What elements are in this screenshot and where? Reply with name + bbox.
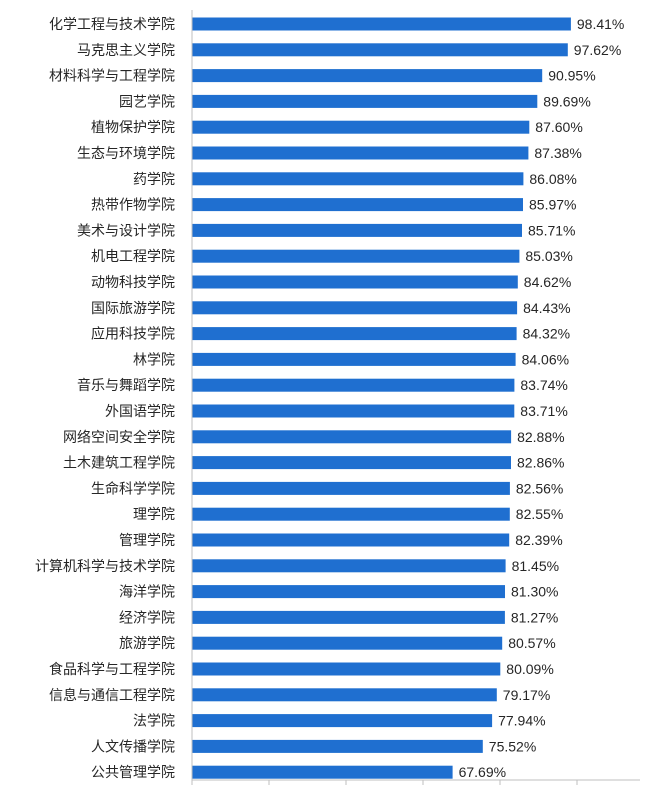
value-label: 85.97% [529,197,576,213]
bar [192,688,497,702]
bar [192,43,568,57]
value-label: 82.39% [515,532,562,548]
category-label: 机电工程学院 [91,249,175,265]
value-label: 86.08% [529,171,576,187]
value-label: 84.62% [524,274,571,290]
category-label: 旅游学院 [119,636,175,652]
bar [192,507,510,521]
bar [192,17,571,31]
bar [192,69,543,83]
value-label: 80.09% [506,661,553,677]
bar [192,481,510,495]
category-labels: 化学工程与技术学院马克思主义学院材料科学与工程学院园艺学院植物保护学院生态与环境… [35,17,175,781]
category-label: 美术与设计学院 [77,223,175,239]
bar [192,559,506,573]
bar [192,430,512,444]
value-label: 85.71% [528,222,575,238]
category-label: 植物保护学院 [91,120,175,136]
bar [192,198,523,212]
category-label: 音乐与舞蹈学院 [77,377,175,394]
category-label: 海洋学院 [119,585,175,601]
bar [192,610,505,624]
category-label: 园艺学院 [119,94,175,110]
bar [192,456,511,470]
category-label: 动物科技学院 [91,275,175,291]
value-label: 77.94% [498,713,545,729]
value-label: 83.74% [520,377,567,393]
bar [192,636,503,650]
bar [192,533,510,547]
value-label: 82.88% [517,429,564,445]
category-label: 公共管理学院 [91,765,175,781]
value-label: 87.60% [535,119,582,135]
category-label: 药学院 [133,172,175,188]
category-label: 生命科学学院 [91,480,175,497]
bar [192,120,530,134]
bar [192,765,453,779]
category-label: 林学院 [133,352,175,368]
value-label: 82.86% [517,455,564,471]
bar [192,662,501,676]
bar [192,714,493,728]
value-label: 75.52% [489,738,536,754]
category-label: 信息与通信工程学院 [49,687,175,704]
category-label: 网络空间安全学院 [63,429,175,446]
category-label: 应用科技学院 [91,326,175,343]
bar [192,172,524,186]
bar [192,249,520,263]
bar [192,404,515,418]
value-label: 82.55% [516,506,563,522]
bar [192,94,538,108]
category-label: 管理学院 [119,533,175,549]
value-label: 79.17% [503,687,550,703]
value-label: 85.03% [525,248,572,264]
value-label: 81.27% [511,609,558,625]
value-label: 82.56% [516,480,563,496]
bar [192,739,483,753]
value-label: 84.06% [522,351,569,367]
value-label: 98.41% [577,16,624,32]
bar [192,223,522,237]
bar [192,327,517,341]
category-label: 法学院 [133,714,175,730]
value-label: 81.30% [511,584,558,600]
value-label: 81.45% [512,558,559,574]
bar [192,146,529,160]
category-label: 食品科学与工程学院 [49,661,175,678]
category-label: 理学院 [133,507,175,523]
value-label: 97.62% [574,42,621,58]
value-label: 83.71% [520,403,567,419]
value-label: 89.69% [543,93,590,109]
bar [192,275,518,289]
x-axis [191,10,640,785]
category-label: 外国语学院 [105,404,175,420]
category-label: 国际旅游学院 [91,301,175,317]
value-label: 90.95% [548,68,595,84]
category-label: 计算机科学与技术学院 [35,559,175,575]
bars-group [192,17,571,779]
value-label: 84.43% [523,300,570,316]
value-label: 87.38% [534,145,581,161]
bar [192,352,516,366]
value-labels: 98.41% 97.62% 90.95% 89.69% 87.60% 87.38% 86.0… [459,16,625,780]
bar [192,378,515,392]
value-label: 80.57% [508,635,555,651]
category-label: 生态与环境学院 [77,146,175,162]
value-label: 67.69% [459,764,506,780]
bar [192,301,518,315]
category-label: 马克思主义学院 [77,43,175,59]
category-label: 土木建筑工程学院 [63,456,175,472]
bar [192,585,505,599]
category-label: 化学工程与技术学院 [49,17,175,33]
category-label: 人文传播学院 [91,739,175,755]
category-label: 经济学院 [119,610,175,626]
category-label: 热带作物学院 [91,198,175,214]
value-label: 84.32% [523,326,570,342]
category-label: 材料科学与工程学院 [49,69,175,85]
